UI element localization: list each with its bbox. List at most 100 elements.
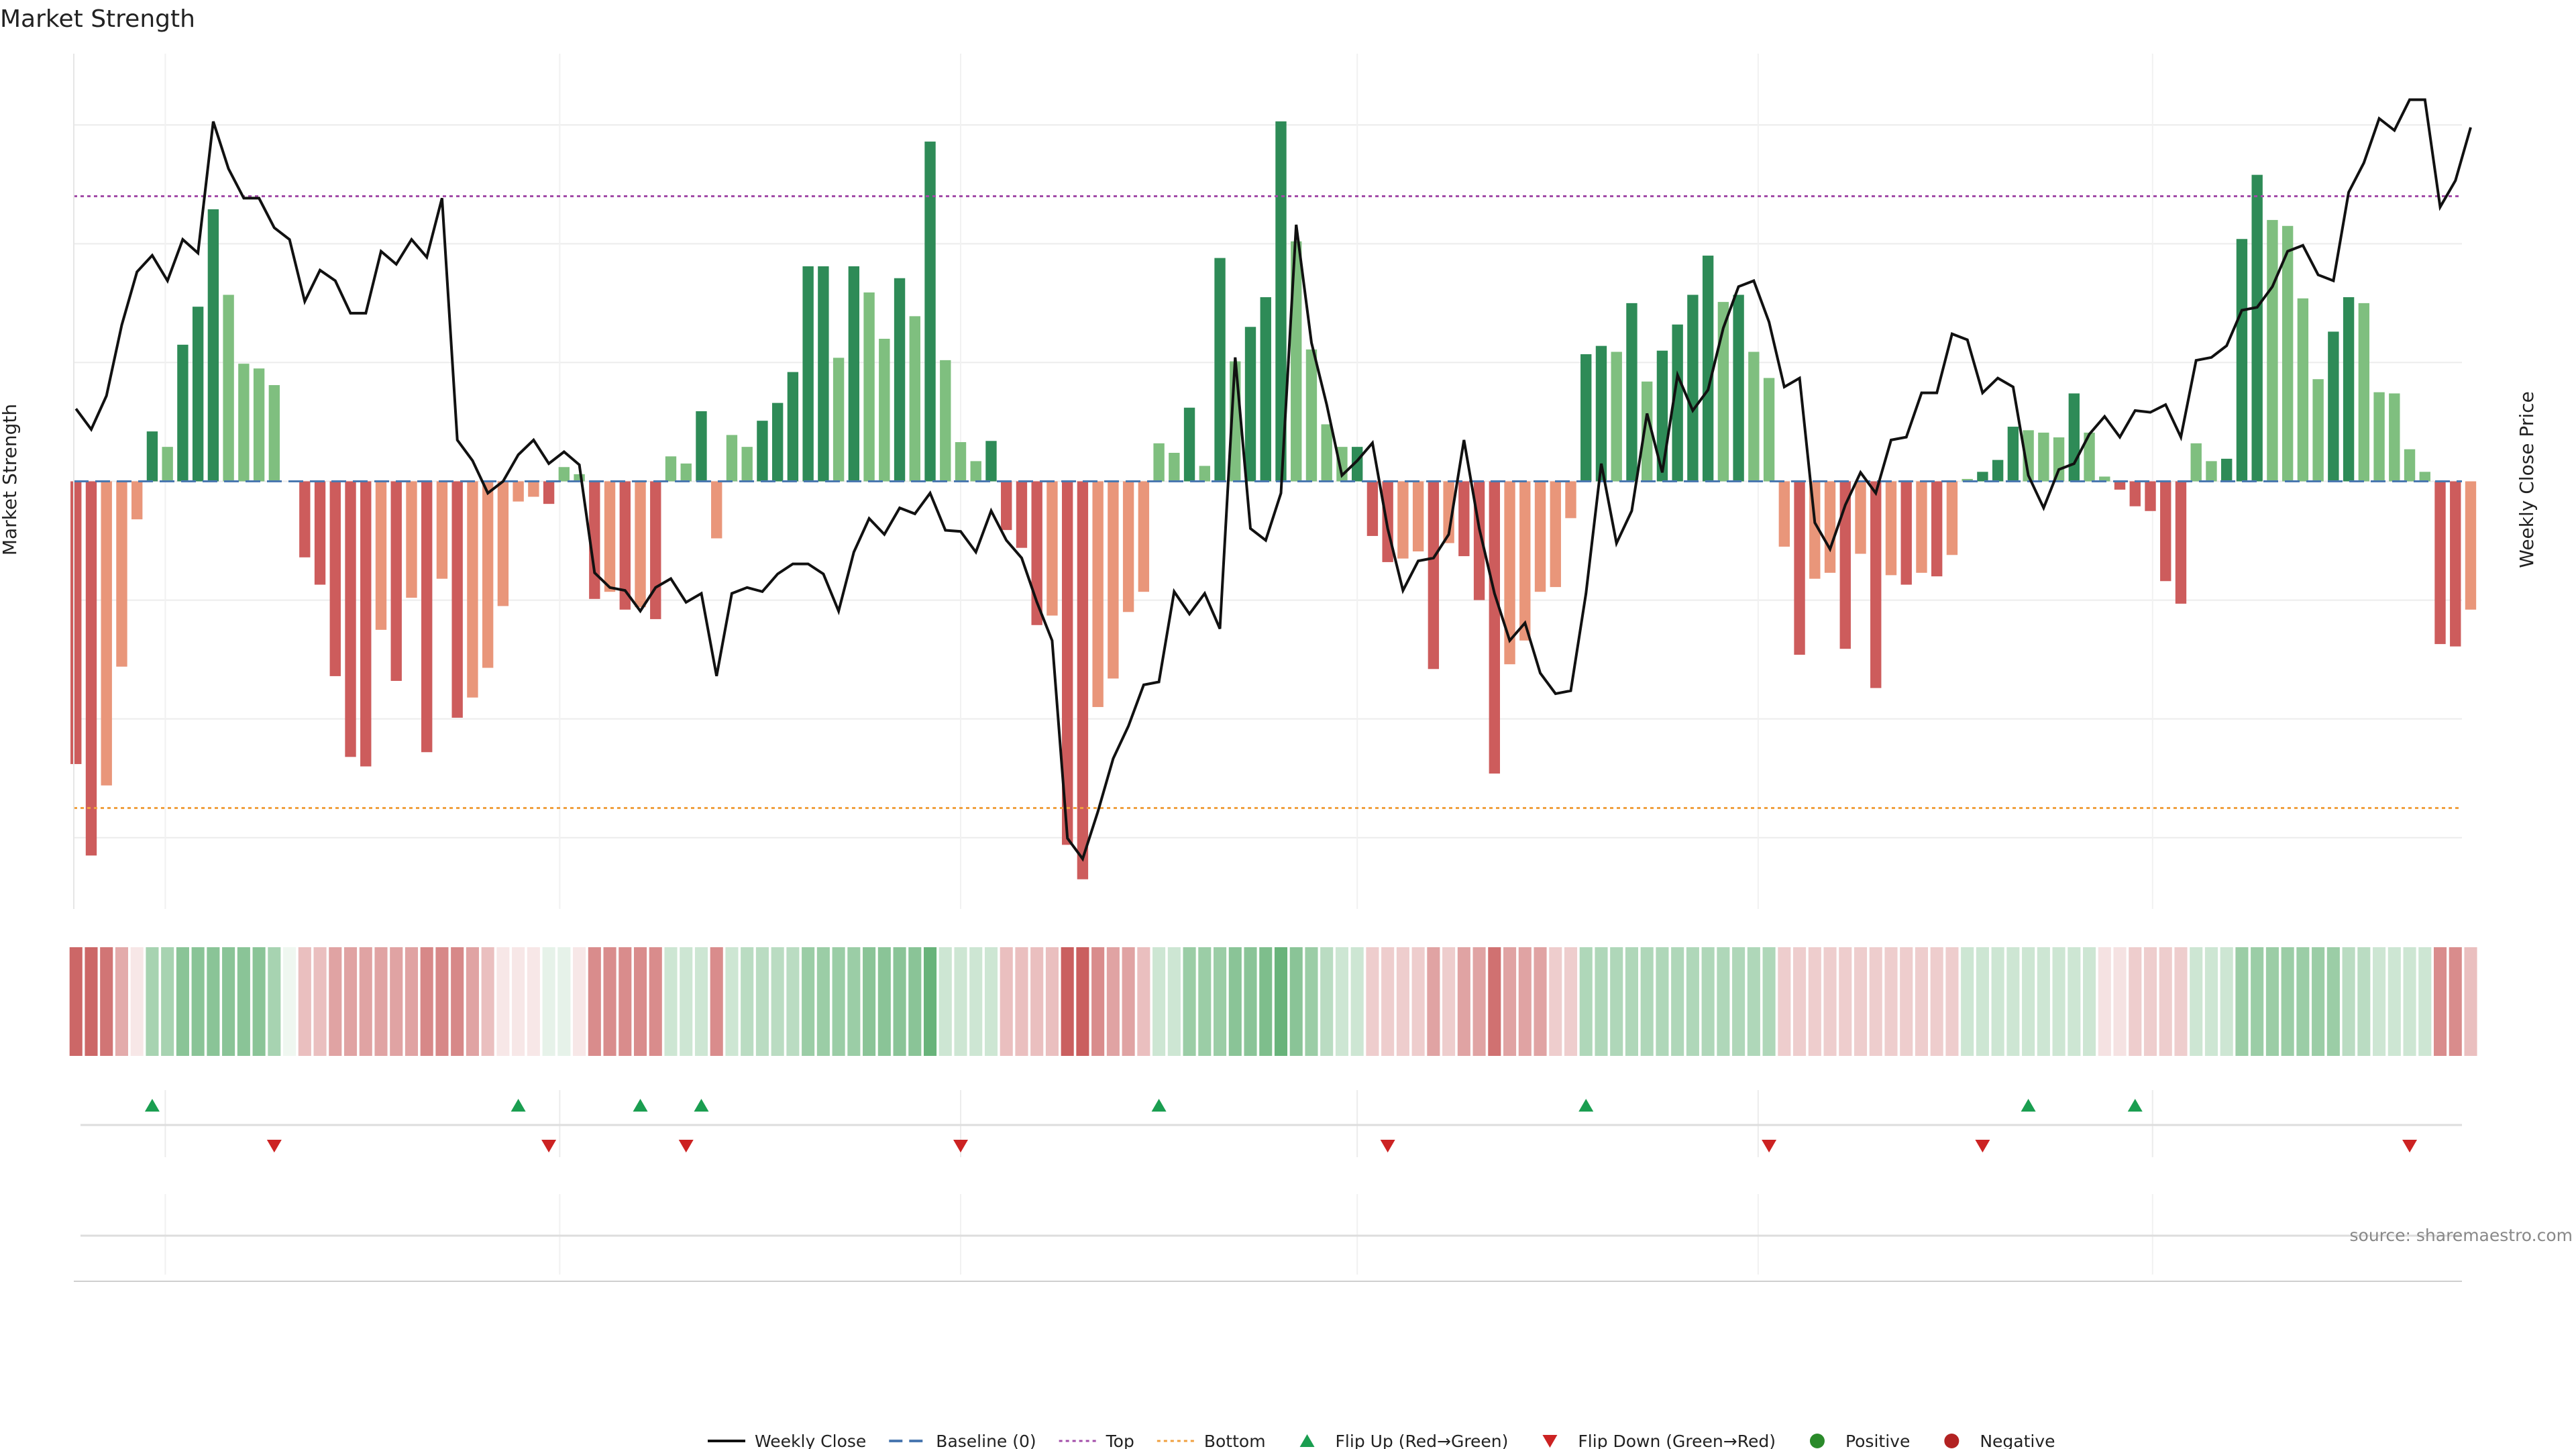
strength-bar (2206, 461, 2217, 482)
heat-band (1854, 947, 1868, 1056)
reference-lines (74, 195, 2462, 809)
heat-band (1106, 947, 1120, 1056)
strength-bar (1672, 324, 1683, 482)
heat-band (1930, 947, 1943, 1056)
heat-band (2143, 947, 2157, 1056)
legend-label: Positive (1845, 1432, 1910, 1449)
legend-swatch-tri-up (1299, 1434, 1315, 1447)
strength-bar (2465, 481, 2477, 610)
heat-band (100, 947, 113, 1056)
heat-band (2342, 947, 2355, 1056)
heat-band (466, 947, 479, 1056)
strength-bar (1016, 481, 1028, 548)
strength-bar (467, 481, 478, 698)
heat-band (481, 947, 494, 1056)
heat-band (146, 947, 159, 1056)
strength-bar (101, 481, 112, 786)
strength-bar (558, 467, 570, 482)
heat-band (1625, 947, 1638, 1056)
heat-band (222, 947, 235, 1056)
strength-bar (863, 292, 875, 482)
strength-bar (2068, 393, 2080, 482)
strength-bar (2358, 303, 2370, 482)
heat-band (1549, 947, 1562, 1056)
strength-bar (1931, 481, 1943, 577)
heat-band (2052, 947, 2065, 1056)
flip-down-marker (1975, 1140, 1990, 1152)
legend-label: Weekly Close (755, 1432, 866, 1449)
heat-band (374, 947, 388, 1056)
strength-bar (757, 421, 768, 482)
strength-bar (1183, 407, 1195, 482)
strength-bar (771, 402, 784, 482)
heat-band (1488, 947, 1501, 1056)
strength-bar (2282, 225, 2294, 482)
strength-bar (360, 481, 372, 767)
heat-band (283, 947, 297, 1056)
strength-bar (1122, 481, 1134, 612)
strength-bar (2160, 481, 2171, 582)
heat-band (969, 947, 983, 1056)
strength-bar (879, 339, 890, 482)
heat-band (1259, 947, 1273, 1056)
heat-band (1656, 947, 1669, 1056)
heat-band (1823, 947, 1837, 1056)
strength-bar (1321, 424, 1332, 482)
y-axis-label: Market Strength (0, 404, 21, 555)
strength-bar (482, 481, 494, 668)
heat-band (786, 947, 800, 1056)
heat-band (1213, 947, 1227, 1056)
strength-bar (2328, 331, 2339, 482)
flip-markers (144, 1099, 2418, 1152)
strength-bar (2099, 476, 2110, 482)
legend-label: Baseline (0) (936, 1432, 1036, 1449)
heat-band (343, 947, 358, 1056)
flip-up-marker (694, 1099, 709, 1112)
heat-band (2312, 947, 2325, 1056)
strength-bar (1855, 481, 1866, 554)
strength-bar (2267, 219, 2278, 482)
heat-band (588, 947, 601, 1056)
flip-down-marker (953, 1140, 969, 1152)
heat-band (329, 947, 342, 1056)
strength-bar (2114, 481, 2126, 490)
heat-band (2098, 947, 2111, 1056)
strength-bar (268, 385, 280, 482)
x-axis (73, 54, 2462, 1282)
heat-band (405, 947, 419, 1056)
heat-band (664, 947, 678, 1056)
heat-strip (69, 947, 2477, 1056)
flip-up-marker (144, 1099, 160, 1112)
heat-band (1396, 947, 1409, 1056)
strength-bar (1291, 241, 1302, 482)
heat-band (923, 947, 937, 1056)
heat-band (1991, 947, 2004, 1056)
heat-band (573, 947, 586, 1056)
heat-band (847, 947, 861, 1056)
heat-band (420, 947, 433, 1056)
heat-band (1564, 947, 1578, 1056)
heat-band (1076, 947, 1089, 1056)
heat-band (1320, 947, 1334, 1056)
strength-bar (1534, 481, 1546, 592)
strength-bar (1778, 481, 1790, 547)
strength-bar (726, 435, 738, 482)
legend-label: Flip Up (Red→Green) (1336, 1432, 1509, 1449)
legend-label: Top (1106, 1432, 1134, 1449)
flip-up-marker (511, 1099, 526, 1112)
heat-band (2326, 947, 2340, 1056)
heat-band (816, 947, 830, 1056)
strength-bar (787, 372, 799, 482)
heat-band (2022, 947, 2035, 1056)
heat-band (1274, 947, 1288, 1056)
strength-bar (1305, 349, 1318, 482)
heat-band (1091, 947, 1105, 1056)
strength-bar (909, 316, 920, 482)
heat-band (1732, 947, 1746, 1056)
heat-band (1198, 947, 1212, 1056)
strength-bar (1214, 258, 1226, 482)
heat-band (313, 947, 327, 1056)
heat-band (2357, 947, 2371, 1056)
strength-bar (299, 481, 311, 557)
heat-band (176, 947, 189, 1056)
